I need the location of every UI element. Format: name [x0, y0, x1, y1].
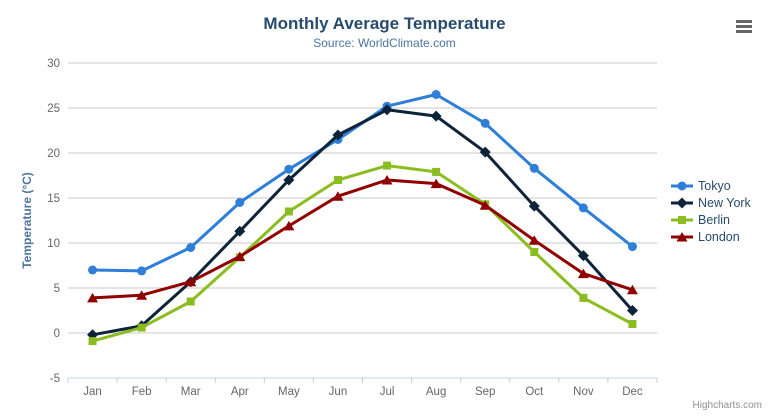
x-axis-label: May: [278, 386, 300, 398]
legend-item-london[interactable]: London: [671, 228, 751, 245]
legend-square-icon: [671, 215, 693, 224]
hamburger-icon: [736, 30, 752, 33]
series-new-york: [87, 104, 638, 341]
legend-label-london: London: [698, 229, 740, 244]
point-new-york-dec[interactable]: [626, 305, 638, 316]
point-tokyo-oct[interactable]: [529, 163, 539, 173]
point-new-york-may[interactable]: [283, 174, 295, 186]
y-axis-title: Temperature (°C): [20, 172, 34, 269]
point-london-apr[interactable]: [234, 251, 246, 262]
point-new-york-sep[interactable]: [479, 146, 491, 158]
legend-label-new-york: New York: [698, 195, 751, 210]
legend-marker-berlin: [678, 215, 686, 224]
series-line-london: [91, 178, 634, 300]
y-axis-label: -5: [50, 373, 60, 385]
point-london-sep[interactable]: [479, 200, 491, 210]
point-berlin-dec[interactable]: [628, 320, 637, 328]
series-line-berlin: [91, 164, 634, 343]
legend-marker-london: [676, 231, 688, 241]
legend-marker-new-york: [676, 197, 688, 208]
point-tokyo-feb[interactable]: [137, 266, 147, 276]
point-london-oct[interactable]: [528, 235, 540, 245]
legend-circle-icon: [671, 181, 693, 190]
x-axis-label: Sep: [475, 386, 495, 398]
x-axis-label: Apr: [231, 386, 249, 398]
point-london-dec[interactable]: [626, 284, 638, 295]
legend-marker-tokyo: [677, 181, 687, 190]
series-line-new-york: [91, 108, 634, 337]
y-axis-label: 25: [47, 103, 60, 115]
x-axis-label: Oct: [525, 386, 544, 398]
y-axis-label: 15: [47, 193, 60, 205]
legend: Tokyo New York Berlin London: [671, 177, 751, 245]
point-berlin-aug[interactable]: [432, 167, 441, 176]
y-axis-label: 5: [54, 283, 60, 295]
point-berlin-jul[interactable]: [383, 161, 392, 170]
point-new-york-apr[interactable]: [234, 225, 246, 237]
legend-item-new-york[interactable]: New York: [671, 194, 751, 211]
y-axis-label: 10: [47, 238, 60, 250]
point-london-jul[interactable]: [381, 175, 393, 185]
point-new-york-oct[interactable]: [528, 200, 540, 212]
x-axis-label: Dec: [622, 386, 643, 398]
point-berlin-feb[interactable]: [137, 323, 146, 332]
point-london-jun[interactable]: [332, 191, 344, 201]
series-berlin: [88, 161, 637, 346]
point-new-york-jul[interactable]: [381, 104, 393, 116]
point-tokyo-apr[interactable]: [235, 198, 245, 207]
point-berlin-may[interactable]: [284, 207, 293, 216]
chart-title: Monthly Average Temperature: [263, 14, 506, 33]
point-tokyo-may[interactable]: [284, 164, 294, 174]
point-berlin-mar[interactable]: [186, 297, 195, 306]
legend-diamond-icon: [671, 197, 693, 208]
point-london-aug[interactable]: [430, 178, 442, 189]
x-axis-label: Aug: [426, 386, 446, 398]
point-london-nov[interactable]: [577, 268, 589, 279]
point-berlin-jan[interactable]: [88, 337, 97, 346]
x-axis-label: Nov: [573, 386, 594, 398]
x-axis-label: Feb: [132, 386, 152, 398]
highcharts-credit[interactable]: Highcharts.com: [692, 400, 762, 411]
point-london-mar[interactable]: [185, 276, 197, 287]
series-tokyo: [88, 90, 637, 276]
point-tokyo-sep[interactable]: [480, 118, 490, 128]
x-axis-label: Mar: [181, 386, 201, 398]
point-new-york-aug[interactable]: [430, 110, 442, 122]
point-tokyo-nov[interactable]: [578, 203, 588, 213]
hamburger-icon: [736, 25, 752, 28]
legend-label-berlin: Berlin: [698, 212, 730, 227]
point-berlin-jun[interactable]: [333, 176, 342, 184]
legend-item-tokyo[interactable]: Tokyo: [671, 177, 751, 194]
point-tokyo-mar[interactable]: [186, 243, 196, 252]
point-berlin-oct[interactable]: [530, 248, 539, 256]
legend-label-tokyo: Tokyo: [698, 178, 731, 193]
point-tokyo-jan[interactable]: [88, 265, 98, 275]
point-london-jan[interactable]: [87, 292, 99, 303]
point-tokyo-dec[interactable]: [627, 242, 637, 252]
legend-triangle-icon: [671, 231, 693, 241]
x-axis-label: Jun: [329, 386, 348, 398]
y-axis-label: 0: [54, 328, 60, 340]
series-london: [87, 175, 638, 303]
x-axis-label: Jul: [380, 386, 395, 398]
hamburger-icon: [736, 20, 752, 23]
point-london-feb[interactable]: [136, 290, 148, 300]
x-axis-label: Jan: [83, 386, 102, 398]
y-axis-label: 20: [47, 148, 60, 160]
point-new-york-jun[interactable]: [332, 129, 344, 141]
legend-item-berlin[interactable]: Berlin: [671, 211, 751, 228]
chart-subtitle: Source: WorldClimate.com: [313, 36, 456, 50]
point-london-may[interactable]: [283, 220, 295, 231]
point-new-york-nov[interactable]: [577, 250, 589, 262]
point-berlin-nov[interactable]: [579, 293, 588, 302]
point-tokyo-aug[interactable]: [431, 90, 441, 99]
y-axis-label: 30: [47, 58, 60, 70]
export-menu-button[interactable]: [733, 18, 755, 36]
